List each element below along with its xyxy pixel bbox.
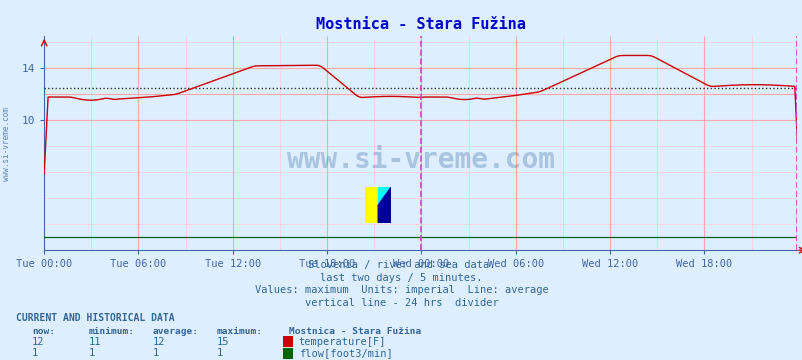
Text: minimum:: minimum: [88, 327, 134, 336]
Text: www.si-vreme.com: www.si-vreme.com [2, 107, 11, 181]
Title: Mostnica - Stara Fužina: Mostnica - Stara Fužina [315, 17, 525, 32]
Text: 1: 1 [88, 348, 95, 359]
Text: flow[foot3/min]: flow[foot3/min] [298, 348, 392, 359]
Polygon shape [365, 187, 378, 223]
Text: Values: maximum  Units: imperial  Line: average: Values: maximum Units: imperial Line: av… [254, 285, 548, 296]
Text: www.si-vreme.com: www.si-vreme.com [286, 146, 554, 174]
Text: average:: average: [152, 327, 198, 336]
Text: now:: now: [32, 327, 55, 336]
Text: 12: 12 [32, 337, 45, 347]
Text: Mostnica - Stara Fužina: Mostnica - Stara Fužina [289, 327, 421, 336]
Text: CURRENT AND HISTORICAL DATA: CURRENT AND HISTORICAL DATA [16, 313, 175, 323]
Polygon shape [378, 187, 391, 223]
Text: 1: 1 [217, 348, 223, 359]
Text: last two days / 5 minutes.: last two days / 5 minutes. [320, 273, 482, 283]
Text: vertical line - 24 hrs  divider: vertical line - 24 hrs divider [304, 298, 498, 308]
Polygon shape [378, 187, 391, 205]
Text: 1: 1 [32, 348, 38, 359]
Text: Slovenia / river and sea data.: Slovenia / river and sea data. [307, 260, 495, 270]
Text: 11: 11 [88, 337, 101, 347]
Text: 12: 12 [152, 337, 165, 347]
Text: temperature[F]: temperature[F] [298, 337, 386, 347]
Text: maximum:: maximum: [217, 327, 262, 336]
Text: 15: 15 [217, 337, 229, 347]
Text: 1: 1 [152, 348, 159, 359]
